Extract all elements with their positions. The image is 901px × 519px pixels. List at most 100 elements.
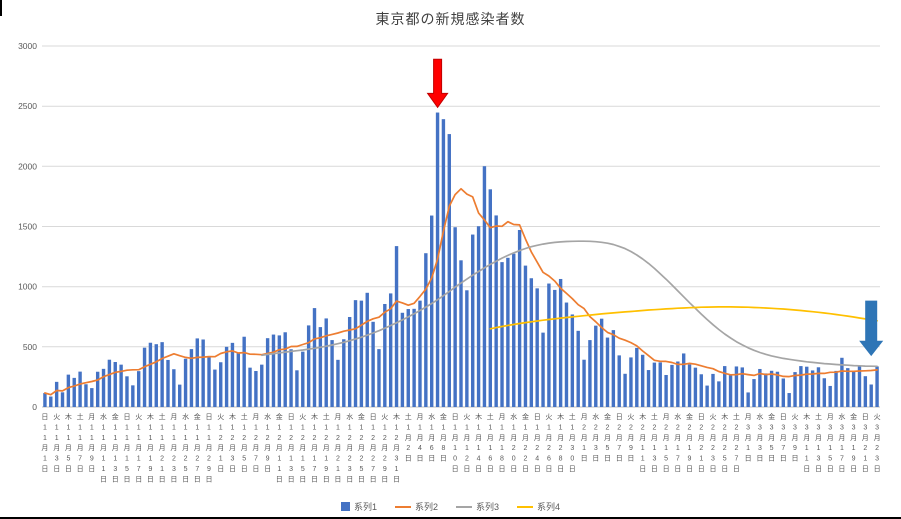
legend-item-series1[interactable]: 系列1 (340, 500, 377, 513)
series1-label: 系列1 (353, 502, 377, 512)
legend-item-series3[interactable]: 系列3 (456, 500, 499, 513)
series3-line-marker (456, 505, 472, 508)
series2-line-marker (394, 505, 411, 508)
window-edge-left (0, 0, 2, 16)
svg-text:2500: 2500 (18, 101, 37, 111)
svg-text:3000: 3000 (18, 41, 37, 51)
line-series-系列4 (489, 306, 878, 330)
svg-text:1000: 1000 (18, 282, 37, 292)
series2-label: 系列2 (414, 502, 438, 512)
series4-label: 系列4 (537, 502, 561, 512)
blue-down-arrow (859, 300, 884, 357)
legend-item-series4[interactable]: 系列4 (517, 500, 560, 513)
legend-item-series2[interactable]: 系列2 (394, 500, 438, 513)
line-series-系列2 (44, 187, 878, 396)
red-down-arrow (426, 58, 449, 109)
svg-text:500: 500 (23, 342, 37, 352)
x-axis-labels: 日 1 1 月 1 日火 1 1 月 3 日木 1 1 月 5 日土 1 1 月 7 日月 1 1 月 9 日水 1 1 月 1 1 日金 1 1… (41, 412, 880, 483)
line-series-系列3 (260, 240, 878, 368)
svg-text:1500: 1500 (18, 222, 37, 232)
y-axis-labels: 0 500 1000 1500 2000 2500 3000 (18, 41, 37, 412)
series3-label: 系列3 (476, 502, 500, 512)
bar-series-系列1 (43, 112, 879, 407)
svg-text:2000: 2000 (18, 161, 37, 171)
series1-bar-marker (340, 502, 350, 511)
series4-line-marker (517, 505, 534, 508)
chart-title: 東京都の新規感染者数 (375, 11, 526, 27)
svg-text:0: 0 (32, 402, 37, 412)
